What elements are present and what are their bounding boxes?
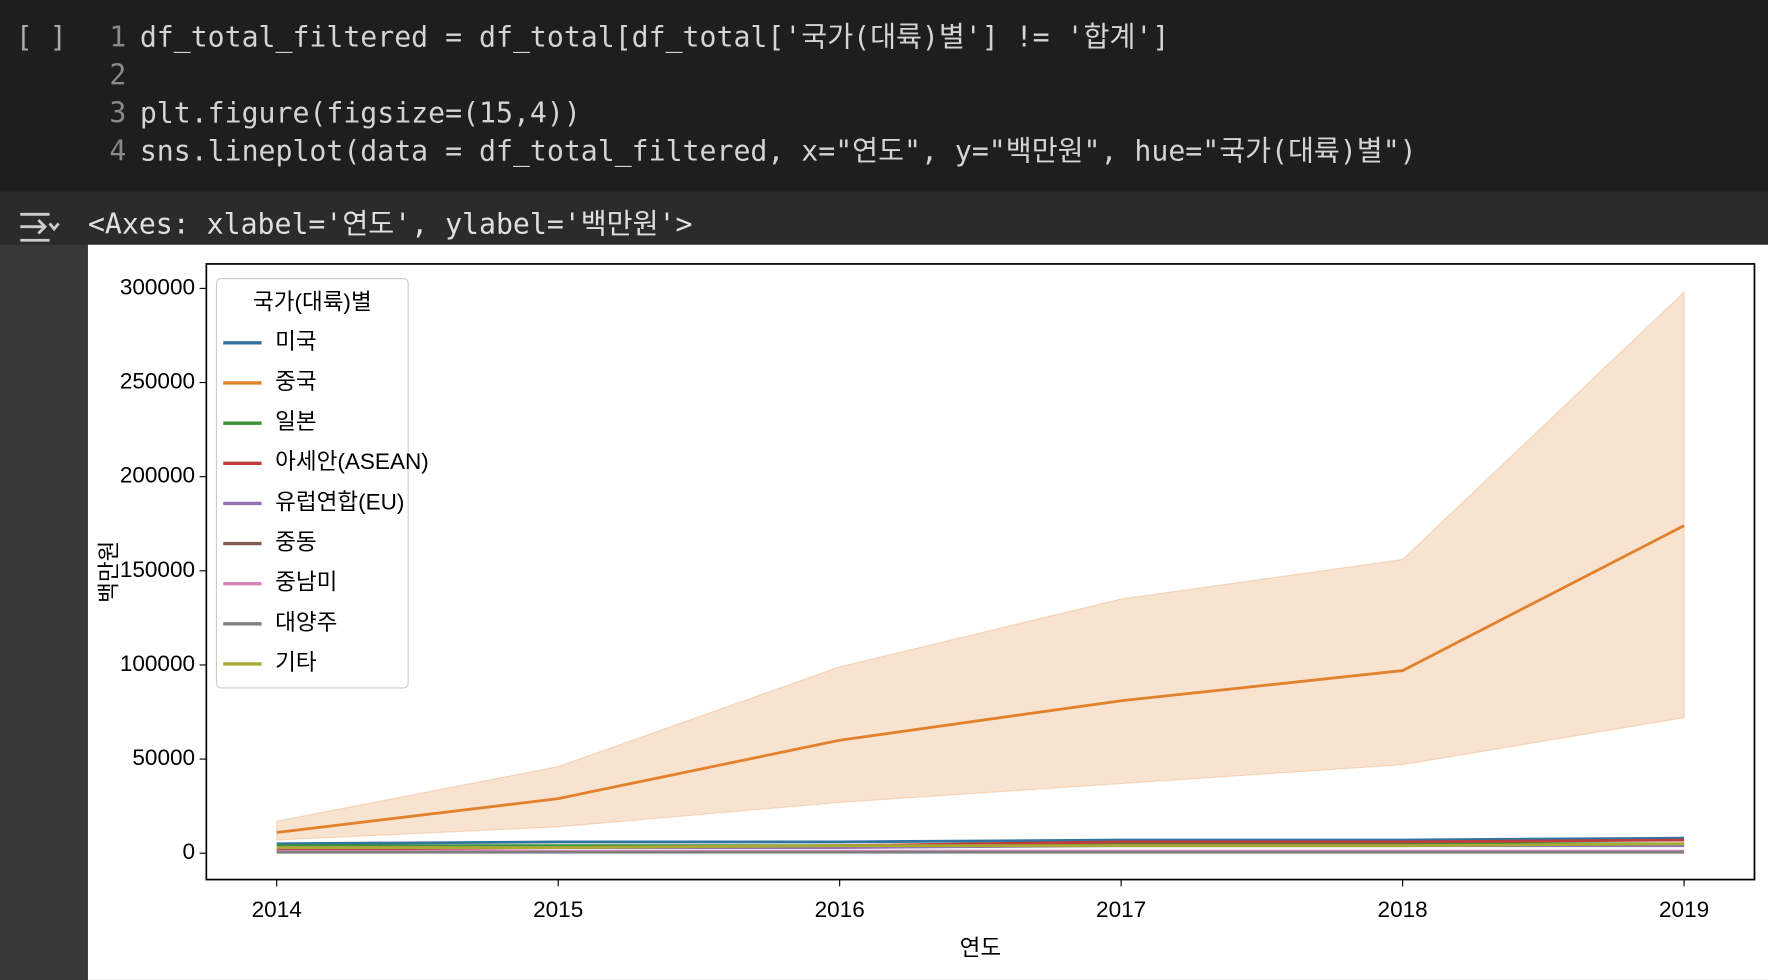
series-line [276, 836, 1685, 846]
legend-label: 중국 [275, 369, 317, 394]
legend-label: 유럽연합(EU) [275, 489, 404, 514]
line-number: 2 [109, 58, 126, 91]
code-line: sns.lineplot(data = df_total_filtered, x… [140, 134, 1417, 168]
line-number: 3 [109, 96, 126, 129]
x-tick-label: 2016 [815, 897, 865, 922]
code-cell [0, 0, 1768, 192]
legend-label: 중동 [275, 530, 317, 555]
series-line [276, 524, 1685, 834]
y-tick-label: 0 [183, 839, 196, 864]
output-toggle[interactable] [20, 212, 60, 242]
code-line: df_total_filtered = df_total[df_total['국… [140, 20, 1169, 54]
x-tick-label: 2015 [533, 897, 583, 922]
x-tick-label: 2014 [252, 897, 302, 922]
series-line [276, 842, 1685, 849]
y-tick-label: 300000 [120, 274, 195, 299]
x-tick-label: 2017 [1096, 897, 1146, 922]
output-text: <Axes: xlabel='연도', ylabel='백만원'> [88, 208, 692, 241]
legend-label: 중남미 [275, 570, 337, 595]
legend-label: 기타 [275, 650, 317, 675]
legend-box [215, 278, 409, 689]
confidence-band [276, 290, 1685, 841]
run-button[interactable]: [ ] [16, 20, 67, 53]
y-tick-label: 200000 [120, 463, 195, 488]
y-tick-label: 250000 [120, 368, 195, 393]
line-number: 1 [109, 20, 126, 53]
plot-frame [205, 263, 1756, 881]
output-header [0, 191, 1768, 245]
line-number: 4 [109, 134, 126, 167]
legend-label: 일본 [275, 409, 317, 434]
legend-title: 국가(대륙)별 [253, 289, 372, 314]
y-tick-label: 100000 [120, 651, 195, 676]
x-tick-label: 2019 [1659, 897, 1709, 922]
legend-label: 대양주 [275, 610, 337, 635]
y-tick-label: 50000 [132, 745, 195, 770]
y-axis-label: 백만원 [96, 541, 121, 603]
code-line: plt.figure(figsize=(15,4)) [140, 96, 581, 129]
y-tick-label: 150000 [120, 557, 195, 582]
legend-label: 미국 [275, 329, 317, 354]
legend-label: 아세안(ASEAN) [275, 449, 429, 474]
x-axis-label: 연도 [960, 935, 1001, 960]
x-tick-label: 2018 [1378, 897, 1428, 922]
